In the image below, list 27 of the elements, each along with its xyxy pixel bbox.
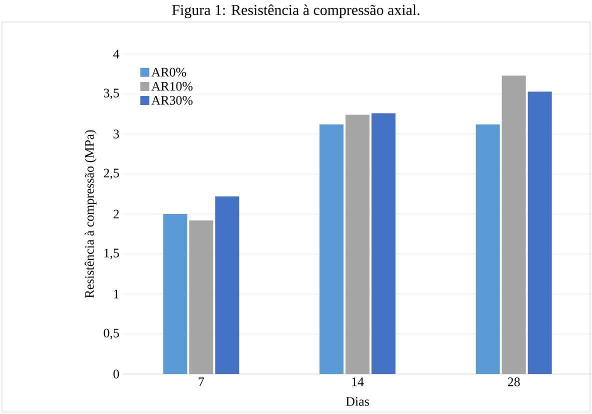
y-axis-title: Resistência à compressão (MPa)	[84, 130, 96, 298]
bar	[320, 124, 344, 374]
legend-label: AR0%	[151, 68, 186, 77]
x-tick-label: 7	[198, 378, 204, 386]
y-tick-label: 3	[114, 130, 119, 138]
y-tick-label: 1,5	[104, 248, 119, 260]
y-tick-label: 1	[114, 290, 119, 298]
x-tick-label: 14	[352, 378, 364, 386]
bar	[346, 114, 370, 374]
y-tick-label: 3,5	[104, 88, 119, 100]
y-tick-label: 2	[114, 210, 119, 218]
x-tick-label: 28	[508, 378, 520, 386]
bar	[215, 196, 240, 374]
bar	[476, 124, 500, 374]
legend-label: AR10%	[151, 82, 193, 91]
bar	[189, 220, 214, 374]
legend-label: AR30%	[151, 96, 193, 105]
bar	[502, 76, 526, 374]
x-axis-title: Dias	[346, 397, 369, 406]
bar	[528, 92, 552, 374]
y-tick-label: 0,5	[104, 328, 119, 340]
bar	[372, 113, 396, 374]
bar	[163, 214, 188, 374]
y-tick-label: 0	[114, 370, 119, 378]
y-tick-label: 2,5	[104, 168, 119, 180]
y-tick-label: 4	[113, 50, 120, 58]
chart-title: Figura 1: Resistência à compressão axial.	[172, 4, 420, 18]
